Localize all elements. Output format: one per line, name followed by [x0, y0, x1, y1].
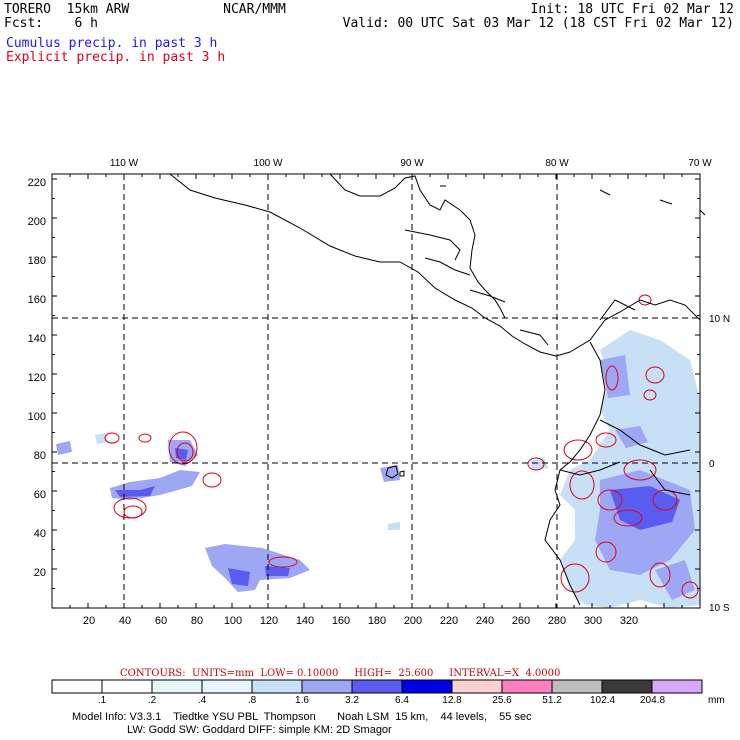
lon-label: 80 W: [545, 158, 569, 169]
x-tick-label: 160: [332, 615, 350, 627]
colorbar-swatch: [551, 679, 603, 694]
y-tick-label: 60: [34, 489, 46, 501]
x-tick-label: 140: [296, 615, 314, 627]
colorbar-label: 12.8: [442, 695, 462, 706]
x-tick-label: 120: [260, 615, 278, 627]
lon-label: 100 W: [254, 158, 283, 169]
colorbar-label: .1: [97, 695, 107, 706]
lat-label: 10 S: [709, 603, 730, 614]
colorbar-swatch: [401, 679, 453, 694]
header-left: TORERO 15km ARW NCAR/MMM Fcst: 6 h: [4, 3, 286, 31]
y-tick-label: 20: [34, 567, 46, 579]
colorbar-swatch: [601, 679, 653, 694]
x-tick-label: 280: [548, 615, 566, 627]
colorbar-swatch: [451, 679, 503, 694]
x-tick-label: 100: [224, 615, 242, 627]
x-tick-label: 60: [155, 615, 167, 627]
lon-label: 110 W: [110, 158, 139, 169]
x-tick-label: 320: [620, 615, 638, 627]
lon-label: 90 W: [400, 158, 424, 169]
x-tick-label: 180: [368, 615, 386, 627]
colorbar-label: .2: [147, 695, 157, 706]
colorbar-label: 6.4: [395, 695, 409, 706]
colorbar-swatch: [651, 679, 703, 694]
colorbar-swatch: [151, 679, 203, 694]
y-tick-label: 100: [28, 411, 46, 423]
x-tick-label: 200: [404, 615, 422, 627]
x-axis-labels: 20 40 60 80 100 120 140 160 180 200 220 …: [83, 615, 638, 627]
coastlines: [169, 173, 706, 606]
init-time: Init: 18 UTC Fri 02 Mar 12: [530, 2, 735, 17]
valid-time: Valid: 00 UTC Sat 03 Mar 12 (18 CST Fri …: [342, 16, 734, 31]
y-tick-label: 120: [28, 372, 46, 384]
x-tick-label: 40: [119, 615, 131, 627]
y-tick-label: 160: [28, 294, 46, 306]
colorbar-swatch: [351, 679, 403, 694]
colorbar-label: .8: [247, 695, 257, 706]
lat-lon-grid: [52, 174, 700, 608]
colorbar-swatch: [51, 679, 103, 694]
colorbar-swatch: [201, 679, 253, 694]
y-tick-label: 220: [28, 177, 46, 189]
model-info-line2: LW: Godd SW: Goddard DIFF: simple KM: 2D…: [127, 724, 392, 736]
y-tick-label: 180: [28, 255, 46, 267]
model-info-line1: Model Info: V3.3.1 Tiedtke YSU PBL Thomp…: [72, 711, 532, 723]
colorbar-swatch: [501, 679, 553, 694]
colorbar-label: 102.4: [590, 695, 616, 706]
latitude-labels: 10 N 0 10 S: [709, 314, 730, 614]
lat-label: 10 N: [709, 314, 730, 325]
lon-label: 70 W: [688, 158, 712, 169]
colorbar-label: 51.2: [542, 695, 562, 706]
colorbar-unit: mm: [708, 695, 725, 706]
org-name: NCAR/MMM: [223, 2, 286, 17]
lat-label: 0: [709, 459, 715, 470]
colorbar: [51, 679, 703, 694]
forecast-hour: Fcst: 6 h: [4, 16, 98, 31]
colorbar-label: 1.6: [295, 695, 309, 706]
colorbar-label: .4: [197, 695, 207, 706]
x-tick-label: 300: [584, 615, 602, 627]
colorbar-label: 3.2: [345, 695, 359, 706]
x-tick-label: 220: [440, 615, 458, 627]
contours-info: CONTOURS: UNITS=mm LOW= 0.10000 HIGH= 25…: [120, 668, 561, 679]
colorbar-swatch: [301, 679, 353, 694]
y-tick-label: 40: [34, 528, 46, 540]
explicit-precip-contours: [104, 294, 699, 599]
longitude-labels: 110 W 100 W 90 W 80 W 70 W: [110, 158, 712, 169]
legend-explicit: Explicit precip. in past 3 h: [6, 50, 226, 65]
colorbar-swatch: [251, 679, 303, 694]
model-title: TORERO 15km ARW: [4, 2, 130, 17]
x-tick-label: 20: [83, 615, 95, 627]
y-tick-label: 80: [34, 450, 46, 462]
colorbar-label: 204.8: [640, 695, 666, 706]
cumulus-precip-shading: [56, 330, 700, 608]
colorbar-swatch: [101, 679, 153, 694]
y-tick-label: 200: [28, 216, 46, 228]
y-axis-labels: 20 40 60 80 100 120 140 160 180 200 220: [28, 177, 46, 579]
model-info: Model Info: V3.3.1 Tiedtke YSU PBL Thomp…: [72, 711, 532, 737]
x-tick-label: 80: [191, 615, 203, 627]
legend-cumulus: Cumulus precip. in past 3 h: [6, 36, 218, 51]
colorbar-label: 25.6: [492, 695, 512, 706]
header-right: Init: 18 UTC Fri 02 Mar 12 Valid: 00 UTC…: [343, 3, 734, 31]
x-tick-label: 260: [512, 615, 530, 627]
y-tick-label: 140: [28, 333, 46, 345]
x-tick-label: 240: [476, 615, 494, 627]
